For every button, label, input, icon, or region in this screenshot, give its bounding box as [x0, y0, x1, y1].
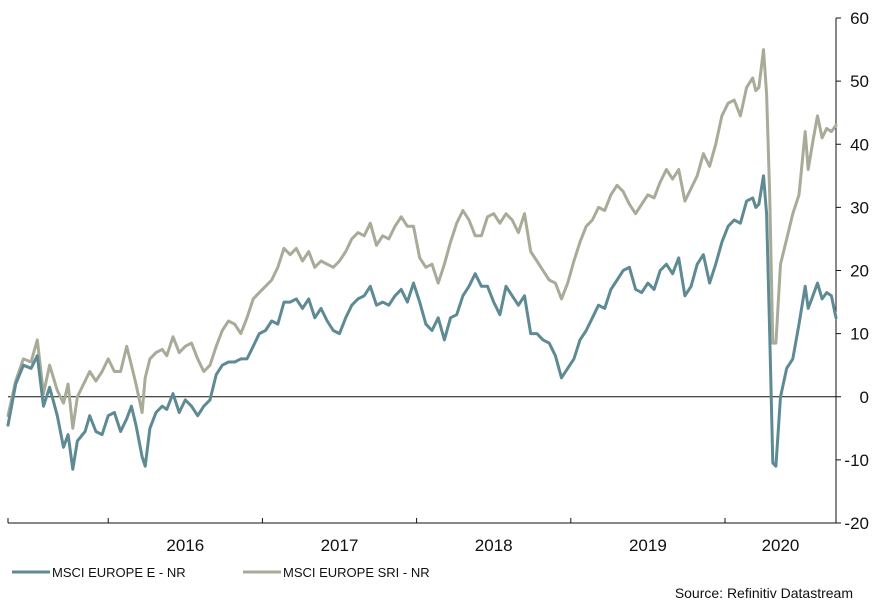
legend-label: MSCI EUROPE SRI - NR — [283, 565, 430, 580]
legend: MSCI EUROPE E - NR MSCI EUROPE SRI - NR — [12, 565, 430, 580]
y-tick-label: 50 — [850, 72, 869, 91]
series-line-msci-europe-e-nr — [6, 174, 838, 471]
source-label: Source: Refinitiv Datastream — [675, 585, 853, 601]
y-tick-label: 10 — [850, 325, 869, 344]
series-line-msci-europe-sri-nr — [6, 48, 838, 430]
x-tick-label: 2017 — [321, 536, 359, 555]
legend-label: MSCI EUROPE E - NR — [52, 565, 186, 580]
x-tick-label: 2019 — [629, 536, 667, 555]
x-tick-label: 2018 — [475, 536, 513, 555]
y-tick-label: 40 — [850, 135, 869, 154]
x-tick-label: 2020 — [762, 536, 800, 555]
y-tick-label: 0 — [860, 388, 869, 407]
series-group — [6, 48, 838, 471]
y-tick-label: 20 — [850, 262, 869, 281]
y-tick-label: -20 — [844, 514, 869, 533]
y-tick-label: -10 — [844, 451, 869, 470]
y-tick-label: 30 — [850, 198, 869, 217]
axes: -20 -10 0 10 20 30 40 50 60 2016 2017 2018 2019 2020 — [7, 9, 869, 555]
y-tick-label: 60 — [850, 9, 869, 28]
x-tick-label: 2016 — [166, 536, 204, 555]
